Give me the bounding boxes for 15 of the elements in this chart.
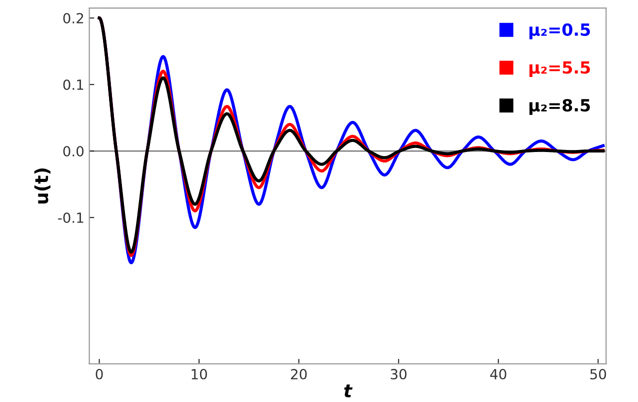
x-tick-label: 50 <box>590 368 606 380</box>
y-tick-label: -0.1 <box>58 212 84 223</box>
legend-label: μ₂=0.5 <box>529 23 590 40</box>
legend-label: μ₂=8.5 <box>529 98 590 115</box>
x-tick-label: 30 <box>390 368 407 380</box>
x-tick-label: 40 <box>490 368 506 380</box>
y-tick-label: 0.0 <box>63 146 84 156</box>
y-tick-label: 0.1 <box>63 79 84 90</box>
x-tick-label: 0 <box>96 368 103 380</box>
legend-label: μ₂=5.5 <box>529 61 590 78</box>
y-axis-title: u(t) <box>34 168 50 204</box>
y-tick-label: 0.2 <box>63 12 84 24</box>
x-tick-label: 20 <box>291 368 307 380</box>
x-axis-title: t <box>344 384 353 398</box>
x-tick-label: 10 <box>192 368 207 380</box>
